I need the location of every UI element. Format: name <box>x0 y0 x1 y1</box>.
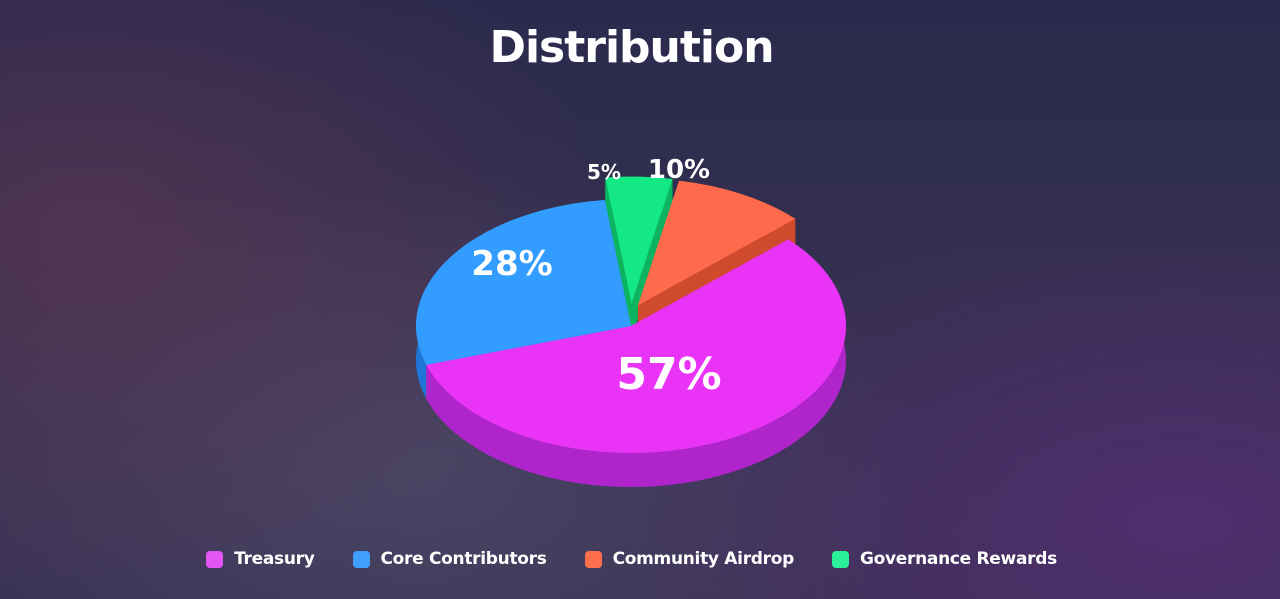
chart-legend: Treasury Core Contributors Community Air… <box>0 549 1263 569</box>
pie-data-labels: 57% 28% 5% 10% <box>471 155 721 400</box>
pie-label-core-contributors: 28% <box>471 244 552 284</box>
legend-swatch-core-contributors <box>352 550 370 568</box>
pie-slice-governance-rewards[interactable] <box>605 176 673 304</box>
pie-label-community-airdrop: 10% <box>648 155 710 185</box>
legend-label-governance-rewards: Governance Rewards <box>859 549 1057 569</box>
pie-label-treasury: 57% <box>616 349 721 400</box>
legend-swatch-treasury <box>206 550 224 568</box>
pie-slice-community-airdrop[interactable] <box>637 180 796 306</box>
legend-label-community-airdrop: Community Airdrop <box>612 549 795 569</box>
pie-slice-core-contributors[interactable] <box>416 199 631 365</box>
legend-swatch-community-airdrop <box>584 550 602 568</box>
legend-item-treasury[interactable]: Treasury <box>206 549 315 569</box>
legend-label-core-contributors: Core Contributors <box>380 549 547 569</box>
legend-item-governance-rewards[interactable]: Governance Rewards <box>831 549 1057 569</box>
legend-label-treasury: Treasury <box>234 549 315 569</box>
pie-chart: 57% 28% 5% 10% <box>416 155 847 487</box>
pie-slice-tops <box>416 176 847 454</box>
pie-slice-treasury[interactable] <box>426 239 847 454</box>
legend-item-community-airdrop[interactable]: Community Airdrop <box>584 549 795 569</box>
legend-item-core-contributors[interactable]: Core Contributors <box>352 549 547 569</box>
pie-label-governance-rewards: 5% <box>587 160 621 184</box>
chart-title: Distribution <box>489 22 774 73</box>
legend-swatch-governance-rewards <box>831 550 849 568</box>
